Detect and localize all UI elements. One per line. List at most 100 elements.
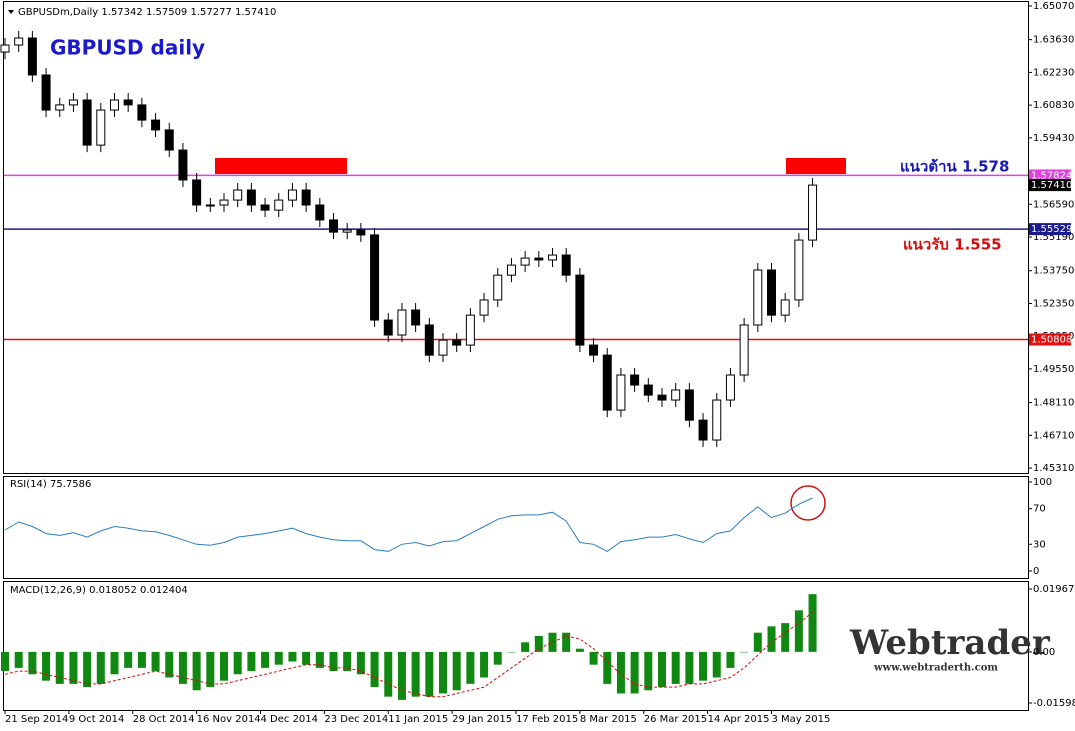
y-tick-label: 1.46710 [1033,430,1074,441]
candle-body [233,189,243,201]
x-tick-label: 23 Dec 2014 [324,714,388,725]
y-tick-label: 1.56590 [1033,199,1074,210]
x-tick-label: 16 Nov 2014 [197,714,261,725]
candle-body [630,374,640,386]
candle-body [246,189,256,206]
y-tick-label: 1.53750 [1033,266,1074,277]
macd-bar [644,651,653,691]
candle-body [520,257,530,266]
macd-bar [302,651,311,665]
macd-bar [370,651,379,688]
macd-bar [55,651,64,684]
rsi-panel [3,476,1029,579]
macd-bar [781,623,790,652]
candle-body [192,179,202,206]
macd-bar [630,651,639,694]
macd-bar [767,626,776,652]
macd-bar [220,651,228,681]
macd-bar [14,651,23,668]
macd-bar [110,651,119,675]
macd-bar [83,651,92,688]
candle-body [137,104,147,121]
macd-title: MACD(12,26,9) 0.018052 0.012404 [10,585,188,596]
macd-bar [151,651,160,672]
support-label: แนวรับ 1.555 [903,236,1002,254]
macd-bar [575,648,584,652]
candle-body [370,234,380,321]
macd-bar [384,651,393,697]
highlight-circle [790,485,826,521]
y-tick-label: 1.62230 [1033,67,1074,78]
resistance-zone [786,158,846,174]
candle-body [301,189,311,206]
macd-bar [452,651,461,691]
macd-bar [397,651,406,700]
x-tick-label: 8 Mar 2015 [580,714,637,725]
candle-body [561,254,571,276]
x-tick-label: 3 May 2015 [772,714,831,725]
level-label: 1.57410 [1031,180,1072,191]
macd-bar [192,651,201,691]
y-tick-label: 1.49550 [1033,364,1074,375]
candle-body [383,319,393,336]
chart-header: GBPUSDm,Daily 1.57342 1.57509 1.57277 1.… [18,7,276,18]
candle-body [41,74,51,111]
y-tick-label: 1.48110 [1033,398,1074,409]
macd-bar [685,651,694,684]
macd-bar [28,651,37,675]
candle-body [0,44,10,53]
candle-body [767,269,776,316]
candle-body [219,199,229,206]
macd-bar [534,635,543,652]
menu-arrow[interactable] [8,10,14,14]
macd-bar [288,651,297,662]
y-tick-label: 1.45310 [1033,463,1074,474]
macd-bar [616,651,625,694]
macd-bar [329,651,338,672]
candle-body [82,99,92,146]
macd-bar [356,651,365,675]
candle-body [657,394,667,401]
candle-body [27,37,37,76]
x-tick-label: 26 Mar 2015 [644,714,707,725]
candle-body [123,99,133,106]
candle-body [465,314,475,346]
macd-bar [69,651,78,684]
candle-body [575,274,585,346]
macd-bar [712,651,721,678]
candle-body [178,149,188,181]
macd-bar [671,651,680,684]
candle-body [438,339,448,356]
macd-bar [233,651,242,675]
macd-bar [247,651,256,672]
macd-bar [439,651,447,694]
candle-body [55,104,65,111]
macd-bar [562,632,571,652]
candle-body [356,229,366,236]
macd-bar [493,651,502,665]
candle-body [753,269,763,326]
candle-body [506,264,516,276]
logo: Webtrader [849,623,1051,663]
candle-body [164,129,174,151]
candle-body [479,299,489,316]
candle-body [397,309,407,336]
macd-bar [96,651,105,684]
candle-body [684,389,694,421]
x-tick-label: 28 Oct 2014 [133,714,195,725]
candle-body [96,109,106,146]
level-label: 1.50808 [1031,335,1072,346]
signal-line [4,611,813,698]
candle-body [589,344,599,356]
candle-body [671,389,681,401]
resistance-zone [215,158,347,174]
candle-body [14,37,24,46]
candle-body [794,239,804,301]
x-tick-label: 9 Oct 2014 [69,714,124,725]
macd-bar [480,651,489,678]
macd-bar [206,651,215,688]
level-box [1029,179,1071,192]
candle-body [151,119,161,131]
macd-bar [753,632,762,652]
